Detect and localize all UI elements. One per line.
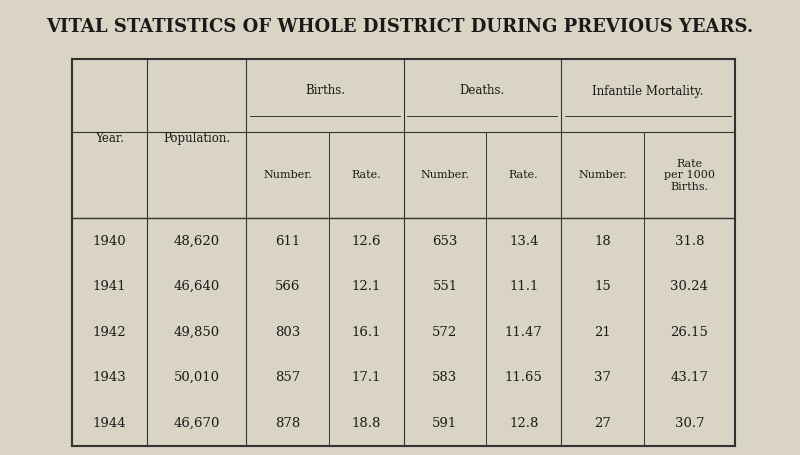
Text: 591: 591 — [432, 417, 458, 430]
Text: 1941: 1941 — [93, 280, 126, 293]
Text: Population.: Population. — [163, 132, 230, 145]
Text: 46,670: 46,670 — [174, 417, 220, 430]
Text: 31.8: 31.8 — [674, 235, 704, 248]
Text: Number.: Number. — [578, 170, 627, 180]
Text: 12.8: 12.8 — [509, 417, 538, 430]
Text: 43.17: 43.17 — [670, 371, 709, 384]
Text: 566: 566 — [275, 280, 300, 293]
Text: VITAL STATISTICS OF WHOLE DISTRICT DURING PREVIOUS YEARS.: VITAL STATISTICS OF WHOLE DISTRICT DURIN… — [46, 18, 754, 36]
Text: 12.6: 12.6 — [351, 235, 381, 248]
Text: 1943: 1943 — [93, 371, 126, 384]
Text: 1940: 1940 — [93, 235, 126, 248]
Text: Rate.: Rate. — [351, 170, 381, 180]
Text: 21: 21 — [594, 326, 610, 339]
Text: 46,640: 46,640 — [174, 280, 219, 293]
Text: 37: 37 — [594, 371, 611, 384]
Text: 1942: 1942 — [93, 326, 126, 339]
Text: Infantile Mortality.: Infantile Mortality. — [592, 85, 704, 97]
Text: 27: 27 — [594, 417, 611, 430]
Text: 653: 653 — [432, 235, 458, 248]
Text: 11.1: 11.1 — [509, 280, 538, 293]
Text: 878: 878 — [275, 417, 300, 430]
Text: 30.24: 30.24 — [670, 280, 708, 293]
Text: 11.47: 11.47 — [505, 326, 542, 339]
Text: Number.: Number. — [421, 170, 470, 180]
Text: 49,850: 49,850 — [174, 326, 219, 339]
Text: 15: 15 — [594, 280, 610, 293]
Text: 1944: 1944 — [93, 417, 126, 430]
Text: 11.65: 11.65 — [505, 371, 542, 384]
Text: 611: 611 — [275, 235, 300, 248]
Text: 16.1: 16.1 — [351, 326, 381, 339]
Text: 551: 551 — [433, 280, 458, 293]
Text: 17.1: 17.1 — [351, 371, 381, 384]
Text: 572: 572 — [432, 326, 458, 339]
Text: 18: 18 — [594, 235, 610, 248]
Text: Rate
per 1000
Births.: Rate per 1000 Births. — [664, 159, 715, 192]
Text: Number.: Number. — [263, 170, 312, 180]
Text: Rate.: Rate. — [509, 170, 538, 180]
Text: 18.8: 18.8 — [351, 417, 381, 430]
Text: Year.: Year. — [95, 132, 124, 145]
Text: 50,010: 50,010 — [174, 371, 219, 384]
Text: Deaths.: Deaths. — [460, 85, 505, 97]
Text: Births.: Births. — [305, 85, 345, 97]
Text: 583: 583 — [432, 371, 458, 384]
Text: 857: 857 — [275, 371, 300, 384]
Text: 803: 803 — [275, 326, 300, 339]
Text: 12.1: 12.1 — [351, 280, 381, 293]
Text: 26.15: 26.15 — [670, 326, 708, 339]
Text: 30.7: 30.7 — [674, 417, 704, 430]
Text: 48,620: 48,620 — [174, 235, 219, 248]
Text: 13.4: 13.4 — [509, 235, 538, 248]
